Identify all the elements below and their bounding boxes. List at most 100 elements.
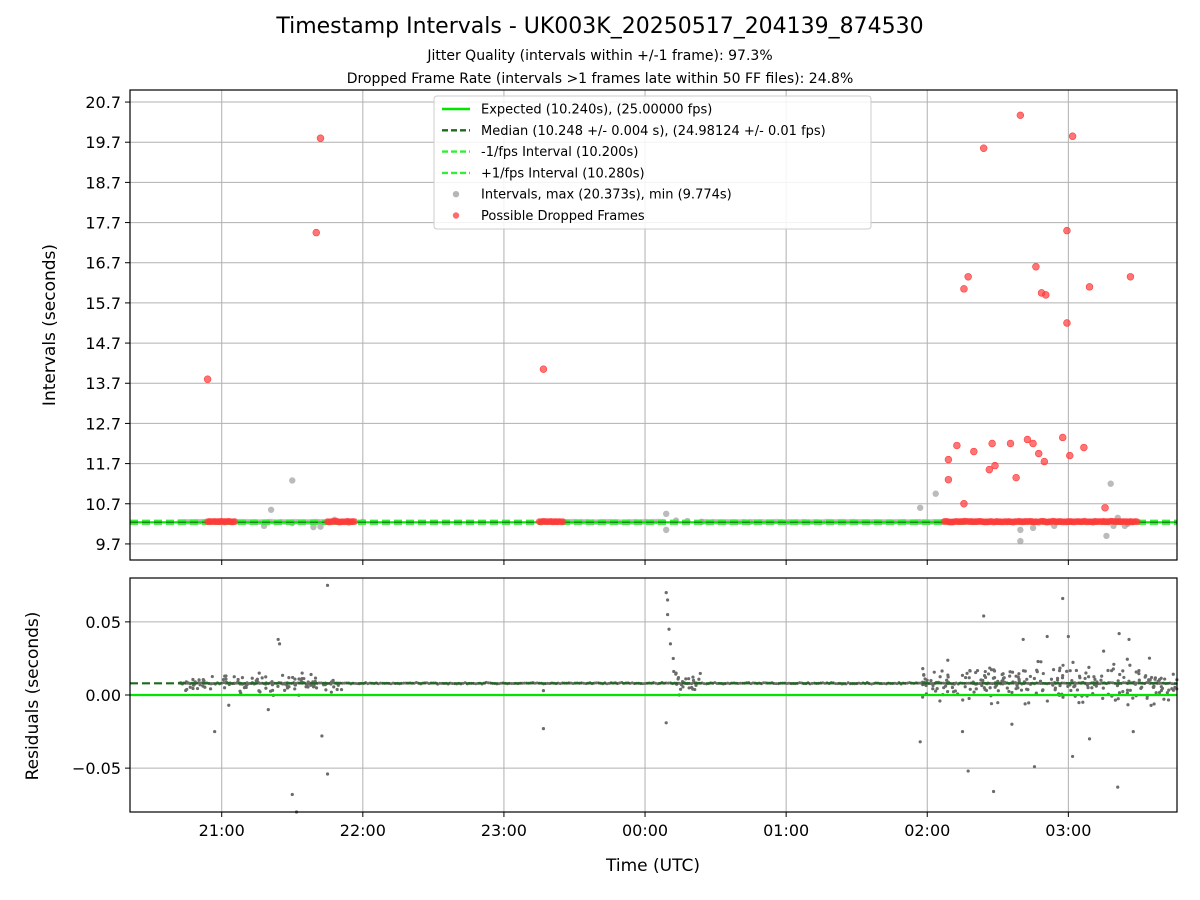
residual-point xyxy=(929,679,933,683)
residual-point xyxy=(1093,677,1097,681)
residual-point xyxy=(946,675,950,679)
residual-point xyxy=(1116,785,1120,789)
residual-point xyxy=(1010,690,1014,695)
residual-point xyxy=(1116,697,1120,701)
residual-point xyxy=(541,727,546,731)
residual-point xyxy=(1159,688,1164,693)
residual-point xyxy=(1036,659,1040,664)
residual-point xyxy=(276,684,280,688)
residual-point xyxy=(988,686,992,690)
residual-point xyxy=(270,683,274,687)
residual-point xyxy=(1086,675,1091,679)
intervals-y-tick-label: 19.7 xyxy=(85,133,121,152)
residual-point xyxy=(264,686,268,690)
residual-point xyxy=(1066,634,1070,639)
residual-point xyxy=(325,583,330,587)
residual-point xyxy=(1045,634,1049,639)
legend-marker xyxy=(452,191,460,198)
residual-point xyxy=(690,685,694,690)
residual-point xyxy=(378,681,382,685)
residual-point xyxy=(1035,668,1039,672)
residual-point xyxy=(329,690,333,694)
residual-point xyxy=(1101,686,1105,690)
residual-point xyxy=(1032,676,1036,681)
residual-point xyxy=(1041,671,1045,676)
residual-point xyxy=(931,683,935,688)
legend-label: Median (10.248 +/- 0.004 s), (24.98124 +… xyxy=(481,124,826,139)
residual-point xyxy=(687,686,691,690)
residual-point xyxy=(984,688,989,693)
residual-point xyxy=(1131,729,1135,734)
residual-point xyxy=(938,675,942,679)
residual-point xyxy=(280,673,285,677)
intervals-y-tick-label: 16.7 xyxy=(85,254,121,273)
residual-point xyxy=(1073,681,1077,686)
residual-point xyxy=(1128,663,1132,667)
intervals-y-tick-label: 15.7 xyxy=(85,294,121,313)
residual-point xyxy=(641,682,645,686)
residual-point xyxy=(1131,696,1135,700)
residual-point xyxy=(339,687,344,692)
residual-point xyxy=(1065,669,1069,673)
residual-point xyxy=(291,675,295,680)
legend-label: Intervals, max (20.373s), min (9.774s) xyxy=(481,188,732,203)
residual-point xyxy=(1121,681,1125,685)
residual-point xyxy=(293,677,297,681)
dropped-frame-point xyxy=(1080,443,1088,452)
residuals-y-tick-label: −0.05 xyxy=(72,759,121,778)
dropped-frame-point xyxy=(953,441,961,450)
residual-point xyxy=(691,675,695,679)
interval-point xyxy=(1103,532,1110,540)
residual-point xyxy=(1163,677,1167,681)
residual-point xyxy=(297,677,301,681)
residual-point xyxy=(1071,660,1075,664)
intervals-y-tick-label: 9.7 xyxy=(96,535,121,554)
dropped-frame-point xyxy=(559,518,567,526)
dropped-frame-point xyxy=(1063,226,1071,235)
residual-point xyxy=(1007,689,1011,694)
residual-point xyxy=(438,681,442,685)
residual-point xyxy=(697,677,701,681)
residual-point xyxy=(668,642,673,646)
intervals-y-tick-label: 12.7 xyxy=(85,414,121,433)
residuals-x-tick-label: 21:00 xyxy=(199,821,245,840)
residual-point xyxy=(244,685,248,690)
residual-point xyxy=(1137,668,1141,673)
residual-point xyxy=(1081,700,1085,704)
residual-point xyxy=(1116,679,1120,683)
residual-point xyxy=(1075,688,1080,692)
residual-point xyxy=(992,675,997,680)
dropped-frame-point xyxy=(316,134,325,142)
dropped-frame-point xyxy=(1133,518,1141,526)
interval-point xyxy=(662,510,670,518)
residual-point xyxy=(208,687,213,691)
residual-point xyxy=(996,679,1000,683)
residual-point xyxy=(1019,688,1024,692)
residual-point xyxy=(250,676,254,680)
interval-point xyxy=(662,526,670,534)
residual-point xyxy=(1038,679,1043,683)
residual-point xyxy=(1062,681,1066,685)
residual-point xyxy=(1008,674,1012,678)
residual-point xyxy=(1159,676,1163,680)
intervals-y-tick-label: 18.7 xyxy=(85,173,121,192)
residual-point xyxy=(691,678,696,682)
residual-point xyxy=(938,699,942,703)
residual-point xyxy=(1008,670,1012,674)
residual-point xyxy=(1023,702,1027,706)
residual-point xyxy=(967,676,971,680)
residual-point xyxy=(270,680,274,684)
interval-point xyxy=(267,506,275,513)
residual-point xyxy=(1125,657,1129,661)
dropped-frame-point xyxy=(1023,435,1032,444)
residual-point xyxy=(1084,671,1088,675)
residual-point xyxy=(1121,669,1125,673)
interval-point xyxy=(932,490,939,497)
residual-point xyxy=(293,687,297,691)
legend-label: Possible Dropped Frames xyxy=(481,209,645,224)
residual-point xyxy=(1000,672,1004,677)
residual-point xyxy=(332,685,336,689)
residual-point xyxy=(678,687,683,691)
dropped-frame-rate-subtitle: Dropped Frame Rate (intervals >1 frames … xyxy=(346,71,854,87)
residual-point xyxy=(1010,722,1014,726)
